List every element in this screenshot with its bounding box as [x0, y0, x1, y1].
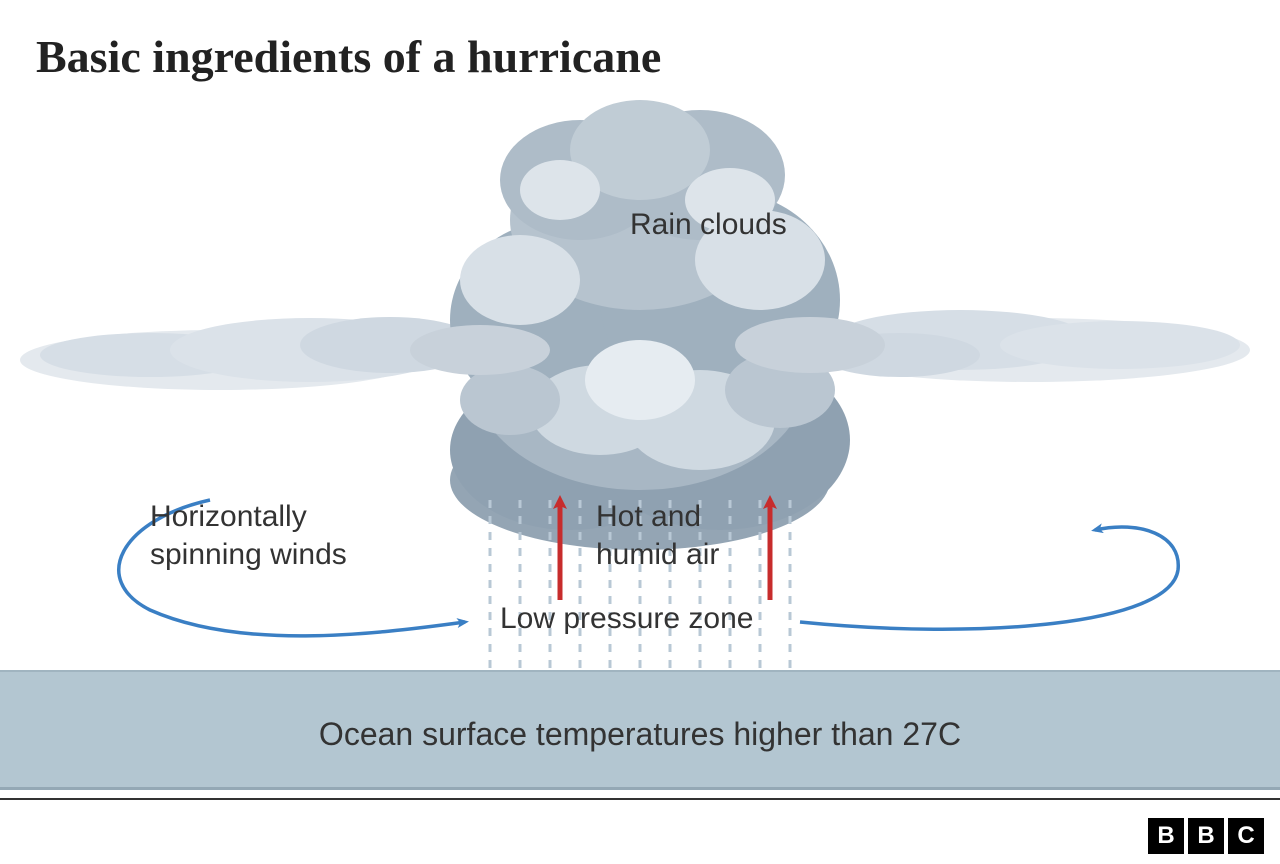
logo-block-1: B	[1148, 818, 1184, 854]
bbc-logo: B B C	[1148, 818, 1264, 854]
infographic-container: Basic ingredients of a hurricane	[0, 0, 1280, 864]
main-cloud	[410, 100, 885, 550]
label-low-pressure: Low pressure zone	[500, 602, 753, 636]
label-hot-humid-2: humid air	[596, 538, 719, 572]
side-cloud-right	[810, 310, 1250, 382]
logo-block-3: C	[1228, 818, 1264, 854]
label-horiz-winds-2: spinning winds	[150, 538, 347, 572]
logo-block-2: B	[1188, 818, 1224, 854]
label-ocean-temp: Ocean surface temperatures higher than 2…	[0, 716, 1280, 753]
label-horiz-winds-1: Horizontally	[150, 500, 307, 534]
baseline-rule	[0, 798, 1280, 800]
title: Basic ingredients of a hurricane	[36, 30, 661, 83]
label-rain-clouds: Rain clouds	[630, 208, 787, 242]
label-hot-humid-1: Hot and	[596, 500, 701, 534]
side-cloud-left	[20, 317, 480, 390]
